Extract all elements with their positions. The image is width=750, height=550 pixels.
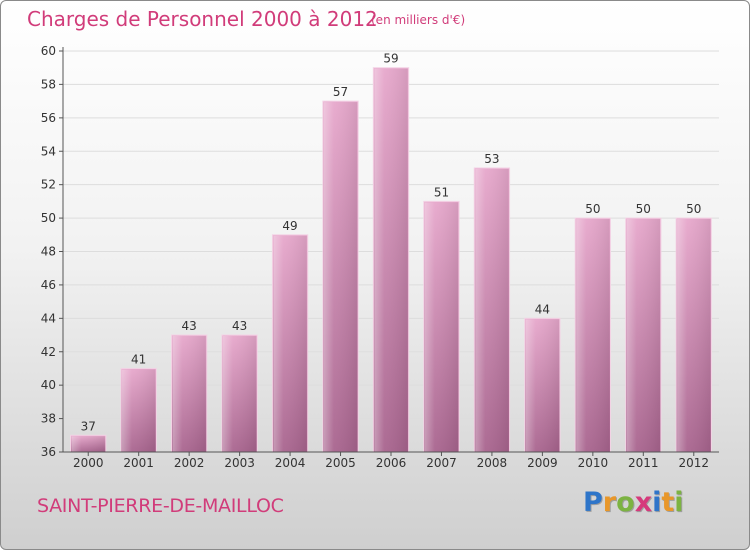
data-label: 41 (131, 352, 146, 366)
y-tick-label: 40 (41, 378, 56, 392)
x-tick-label: 2002 (174, 456, 205, 470)
data-label: 53 (484, 152, 499, 166)
x-tick-label: 2005 (325, 456, 356, 470)
data-label: 43 (182, 319, 197, 333)
y-tick-label: 60 (41, 44, 56, 58)
data-label: 37 (81, 419, 96, 433)
data-label: 50 (686, 202, 701, 216)
bar-shine (525, 319, 560, 452)
y-tick-label: 50 (41, 211, 56, 225)
bar-shine (273, 235, 307, 452)
brand-letter: i (652, 487, 662, 518)
labels: 36 38 40 42 44 46 48 50 52 54 56 58 60 2000 37 2001 41 20… (41, 44, 709, 470)
bar-shine (424, 202, 459, 452)
data-label: 50 (636, 202, 651, 216)
data-label: 44 (535, 302, 550, 316)
bar-shine (576, 219, 610, 452)
chart-subtitle: (en milliers d'€) (371, 13, 466, 27)
y-tick-label: 38 (41, 412, 56, 426)
bar-shine (71, 436, 105, 452)
brand-logo: Proxiti (583, 487, 684, 518)
data-label: 59 (383, 52, 398, 66)
brand-letter: i (674, 487, 684, 518)
y-tick-label: 56 (41, 111, 56, 125)
brand-letter: t (661, 487, 675, 518)
bar-shine (475, 168, 509, 453)
bar-shine (122, 369, 156, 452)
commune-name: SAINT-PIERRE-DE-MAILLOC (37, 495, 284, 517)
bar-shine (374, 68, 408, 452)
x-tick-label: 2007 (426, 456, 457, 470)
y-tick-label: 44 (41, 311, 56, 325)
x-tick-label: 2009 (527, 456, 558, 470)
bar-shine (626, 219, 660, 452)
y-tick-label: 54 (41, 144, 56, 158)
bar-shine (323, 102, 358, 452)
data-label: 49 (282, 219, 297, 233)
data-label: 51 (434, 185, 449, 199)
y-tick-label: 58 (41, 77, 56, 91)
bars (70, 67, 712, 453)
x-tick-label: 2006 (376, 456, 407, 470)
brand-letter: x (634, 487, 653, 518)
y-tick-label: 52 (41, 178, 56, 192)
y-tick-label: 42 (41, 345, 56, 359)
bar-shine (172, 336, 206, 452)
x-tick-label: 2001 (123, 456, 154, 470)
x-tick-label: 2011 (628, 456, 659, 470)
y-tick-label: 46 (41, 278, 56, 292)
x-tick-label: 2008 (477, 456, 508, 470)
data-label: 43 (232, 319, 247, 333)
data-label: 50 (585, 202, 600, 216)
axes (59, 47, 719, 456)
data-label: 57 (333, 85, 348, 99)
x-tick-label: 2004 (275, 456, 306, 470)
brand-letter: P (583, 487, 603, 518)
x-tick-label: 2003 (224, 456, 255, 470)
x-tick-label: 2010 (578, 456, 609, 470)
brand-letter: r (602, 487, 617, 518)
x-tick-label: 2012 (678, 456, 709, 470)
x-tick-label: 2000 (73, 456, 104, 470)
bar-shine (677, 219, 711, 452)
brand-letter: o (616, 487, 635, 518)
y-tick-label: 36 (41, 445, 56, 459)
bar-shine (222, 336, 257, 452)
y-tick-label: 48 (41, 245, 56, 259)
chart-title: Charges de Personnel 2000 à 2012 (27, 7, 378, 31)
